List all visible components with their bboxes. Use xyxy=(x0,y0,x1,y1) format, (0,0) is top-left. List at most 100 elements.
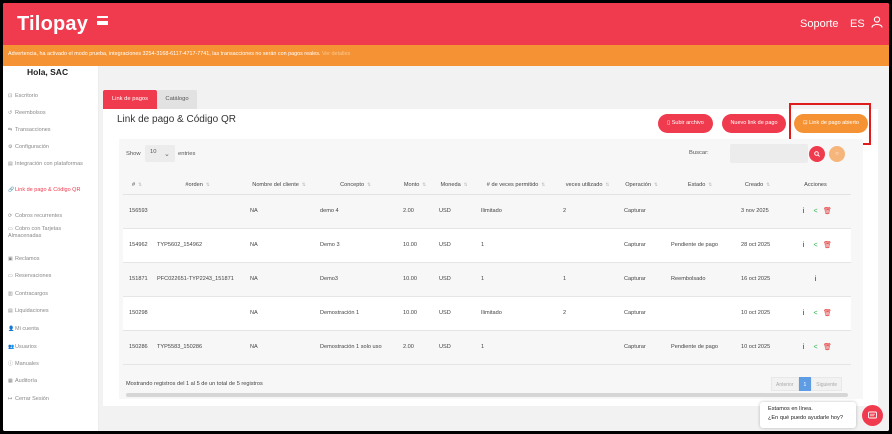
pagination-next[interactable]: Siguiente xyxy=(811,377,843,391)
clear-search-button[interactable]: ○ xyxy=(829,146,845,162)
sidebar-item[interactable]: 🔗Link de pago & Código QR xyxy=(8,187,93,194)
cell-concepto: Demo 3 xyxy=(314,228,397,263)
column-header[interactable]: Operación ⇅ xyxy=(618,176,665,195)
sidebar-item[interactable]: ⓘ Manuales xyxy=(8,361,93,368)
trash-icon[interactable]: 🗑 xyxy=(823,310,832,317)
info-icon[interactable]: i xyxy=(802,242,805,249)
cell-operacion: Capturar xyxy=(618,228,665,263)
sidebar-item[interactable]: 👥Usuarios xyxy=(8,344,93,351)
search-icon xyxy=(814,151,820,157)
chevron-down-icon: ⌄ xyxy=(164,151,170,158)
column-header[interactable]: Nombre del cliente ⇅ xyxy=(244,176,314,195)
column-header-label: Acciones xyxy=(804,181,827,188)
column-header[interactable]: Estado ⇅ xyxy=(665,176,735,195)
sidebar-item[interactable]: ▤ Liquidaciones xyxy=(8,308,93,315)
claims-icon: ▣ xyxy=(8,256,13,262)
sidebar-item[interactable]: ▭ Cobro con Tarjetas Almacenadas xyxy=(8,226,93,240)
table-row: 154962 TYP5602_154962 NA Demo 3 10.00 USD 1 Cap… xyxy=(123,228,851,263)
column-header[interactable]: Concepto ⇅ xyxy=(314,176,397,195)
column-header-label: Moneda xyxy=(440,181,461,188)
column-header-label: Creado xyxy=(744,181,764,188)
gear-icon: ⚙ xyxy=(8,144,13,150)
cell-moneda: USD xyxy=(433,262,475,297)
cell-cliente: NA xyxy=(244,194,314,229)
cell-monto: 10.00 xyxy=(397,228,433,263)
chat-line1: Estamos en línea. xyxy=(768,406,813,412)
tab-link-de-pagos[interactable]: Link de pagos xyxy=(103,90,157,109)
sort-icon: ⇅ xyxy=(463,181,468,187)
info-icon[interactable]: i xyxy=(802,208,805,215)
column-header[interactable]: veces utilizado ⇅ xyxy=(557,176,618,195)
sidebar-item[interactable]: ▤ Integración con plataformas xyxy=(8,161,93,168)
open-payment-link-button[interactable]: ⊡ Link de pago abierto xyxy=(794,114,868,133)
sidebar-item[interactable]: ⟳ Cobros recurrentes xyxy=(8,213,93,220)
info-icon[interactable]: i xyxy=(802,344,805,351)
hamburger-icon[interactable] xyxy=(97,16,108,25)
cell-orden: TYP5602_154962 xyxy=(151,228,244,263)
chat-bubble[interactable]: Estamos en línea. ¿En qué puedo ayudarle… xyxy=(760,402,856,428)
sidebar-item[interactable]: ↺ Reembolsos xyxy=(8,110,93,117)
share-icon[interactable]: < xyxy=(813,344,818,351)
sidebar-item[interactable]: ▣ Reclamos xyxy=(8,256,93,263)
share-icon[interactable]: < xyxy=(813,310,818,317)
share-icon[interactable]: < xyxy=(813,208,818,215)
warning-link[interactable]: Ver detalles xyxy=(321,51,351,57)
cell-creado: 10 oct 2025 xyxy=(735,296,780,331)
logo[interactable]: Tilopay xyxy=(17,13,89,35)
column-header[interactable]: # ⇅ xyxy=(123,176,151,195)
pagination-page[interactable]: 1 xyxy=(798,377,812,391)
user-icon[interactable] xyxy=(871,16,883,28)
cell-creado: 28 oct 2025 xyxy=(735,228,780,263)
recurring-icon: ⟳ xyxy=(8,213,13,219)
trash-icon[interactable]: 🗑 xyxy=(823,344,832,351)
language-selector[interactable]: ES xyxy=(850,18,865,30)
sidebar-item-label: Mi cuenta xyxy=(15,326,39,332)
sidebar-item[interactable]: ▥ Contracargos xyxy=(8,291,93,298)
refresh-icon: ○ xyxy=(835,151,839,157)
search-button[interactable] xyxy=(809,146,825,162)
column-header[interactable]: Moneda ⇅ xyxy=(433,176,475,195)
cell-creado: 16 oct 2025 xyxy=(735,262,780,297)
sidebar-item[interactable]: ⇆ Transacciones xyxy=(8,127,93,134)
sort-icon: ⇅ xyxy=(138,181,142,187)
warning-text: Advertencia, ha activado el modo prueba,… xyxy=(8,51,321,57)
sidebar-item[interactable]: ⊡ Escritorio xyxy=(8,93,93,100)
support-link[interactable]: Soporte xyxy=(800,18,839,30)
sidebar-item[interactable]: 👤Mi cuenta xyxy=(8,326,93,333)
sidebar-item-label: Usuarios xyxy=(15,344,37,350)
column-header[interactable]: Creado ⇅ xyxy=(735,176,780,195)
sort-icon: ⇅ xyxy=(541,181,546,187)
info-icon[interactable]: i xyxy=(802,310,805,317)
column-header[interactable]: Monto ⇅ xyxy=(397,176,433,195)
dashboard-icon: ⊡ xyxy=(8,93,13,99)
trash-icon[interactable]: 🗑 xyxy=(823,208,832,215)
new-payment-link-button[interactable]: Nuevo link de pago xyxy=(722,114,786,133)
trash-icon[interactable]: 🗑 xyxy=(823,242,832,249)
sort-icon: ⇅ xyxy=(766,181,771,187)
sidebar-item[interactable]: ▭ Reservaciones xyxy=(8,273,93,280)
sidebar-item[interactable]: ⚙ Configuración xyxy=(8,144,93,151)
cell-cliente: NA xyxy=(244,296,314,331)
pagination-prev[interactable]: Anterior xyxy=(771,377,799,391)
sidebar-item-label: Link de pago & Código QR xyxy=(15,187,81,193)
entries-select[interactable]: 10 ⌄ xyxy=(145,145,175,162)
cell-concepto: Demostración 1 solo uso xyxy=(314,330,397,365)
sort-icon: ⇅ xyxy=(708,181,713,187)
column-header[interactable]: # de veces permitido ⇅ xyxy=(475,176,557,195)
chat-button[interactable] xyxy=(862,405,883,426)
share-icon[interactable]: < xyxy=(813,242,818,249)
cell-utilizado xyxy=(557,330,618,365)
cell-id: 151871 xyxy=(123,262,151,297)
sidebar-item-label: Integración con plataformas xyxy=(15,161,83,167)
test-mode-warning: Advertencia, ha activado el modo prueba,… xyxy=(3,45,889,66)
upload-file-button[interactable]: ▯ Subir archivo xyxy=(658,114,713,133)
horizontal-scrollbar[interactable] xyxy=(126,393,848,397)
info-icon[interactable]: i xyxy=(814,275,817,283)
table-row: 156593 NA demo 4 2.00 USD Ilimitado 2 Capturar 3… xyxy=(123,194,851,229)
column-header[interactable]: #orden ⇅ xyxy=(151,176,244,195)
tab-catalogo[interactable]: Catálogo xyxy=(157,90,197,109)
search-input[interactable] xyxy=(730,144,808,163)
table-row: 150298 NA Demostración 1 10.00 USD Ilimitado 2… xyxy=(123,296,851,331)
sidebar-item[interactable]: ▦ Auditoría xyxy=(8,378,93,385)
sidebar-item[interactable]: ↦ Cerrar Sesión xyxy=(8,396,93,403)
